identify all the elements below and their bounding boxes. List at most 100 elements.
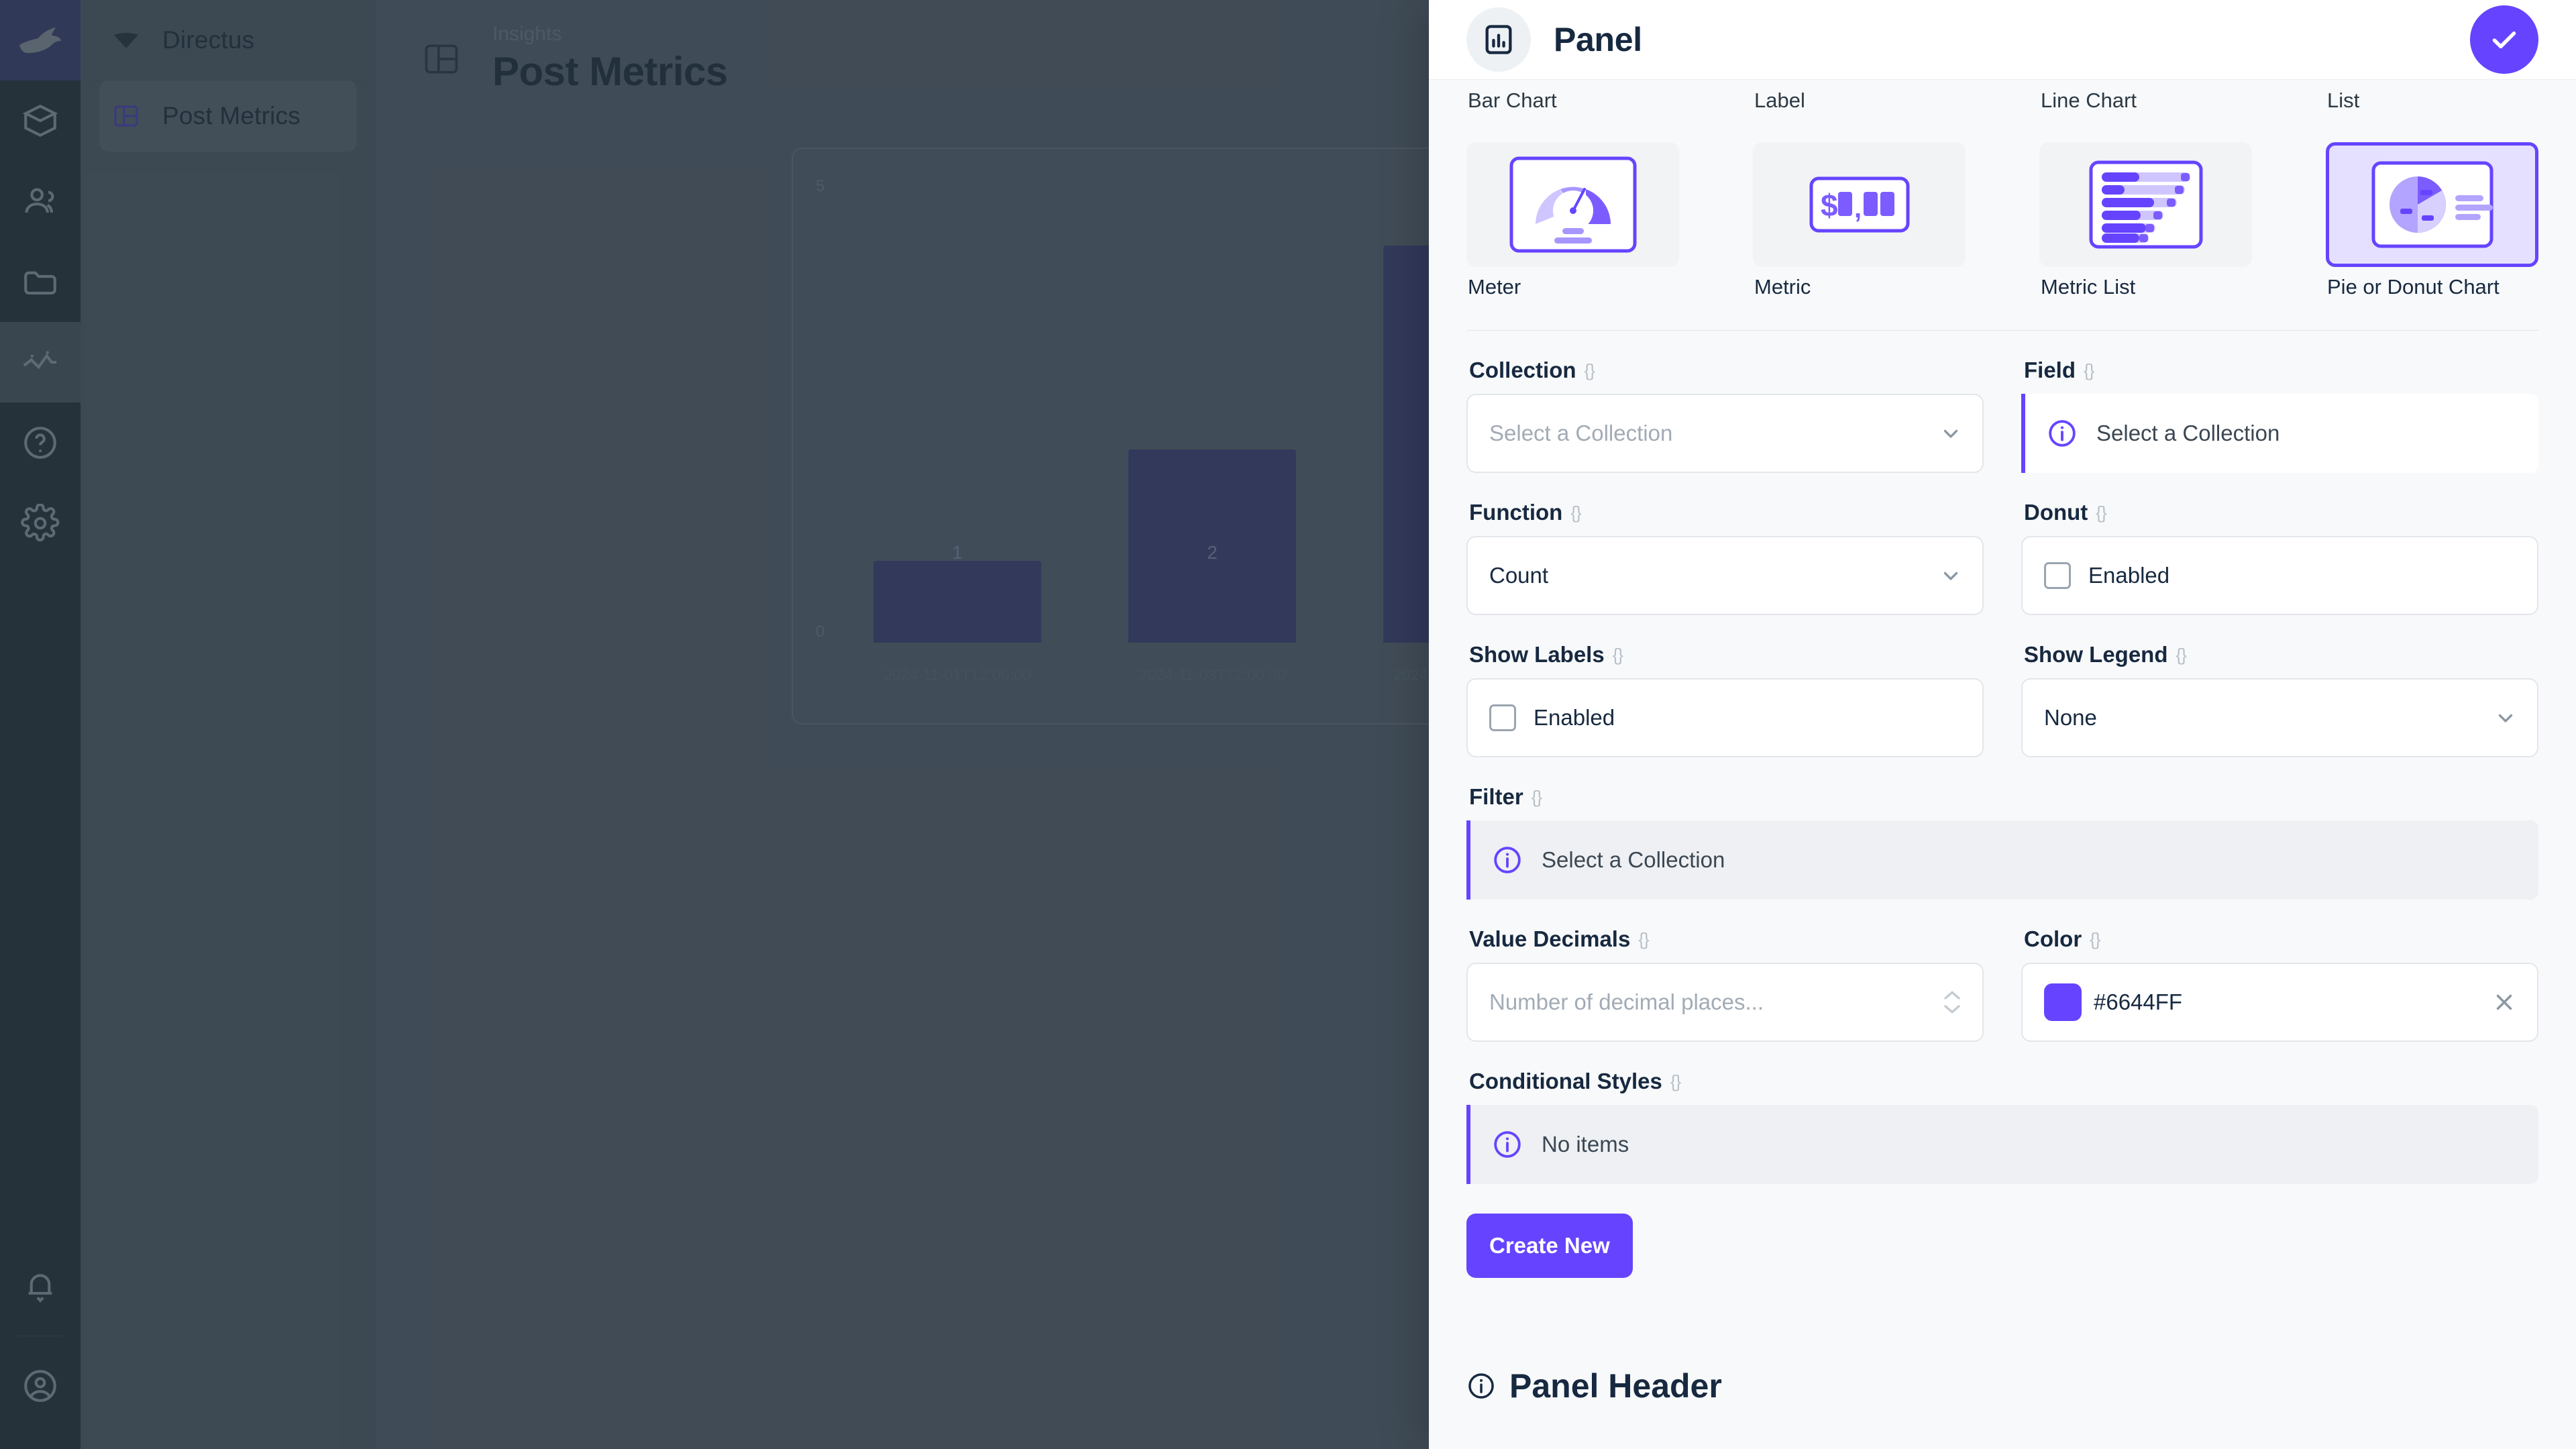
function-select[interactable]: Count — [1466, 536, 1984, 615]
info-icon — [1468, 1373, 1494, 1399]
donut-toggle[interactable]: Enabled — [2021, 536, 2538, 615]
bar-value: 2 — [1207, 542, 1218, 563]
rail-item-files[interactable] — [0, 241, 80, 322]
panel-type-option-metric[interactable]: $ , Metric — [1753, 142, 1966, 299]
field-field: Field {} Select a Collection — [2021, 358, 2538, 500]
show-labels-toggle[interactable]: Enabled — [1466, 678, 1984, 757]
field-label-text: Collection — [1469, 358, 1576, 382]
bar-item[interactable]: 2 — [1128, 449, 1296, 643]
metric-list-thumb[interactable] — [2039, 142, 2252, 267]
page-title: Post Metrics — [492, 49, 728, 94]
field-label: Show Labels {} — [1469, 642, 1984, 667]
show-legend-select-value: None — [2044, 705, 2097, 730]
donut-checkbox-label: Enabled — [2088, 563, 2170, 588]
panel-type-option-meter[interactable]: Meter — [1466, 142, 1679, 299]
panel-type-label: Metric List — [2041, 275, 2136, 299]
save-button[interactable] — [2470, 5, 2538, 74]
drawer-body[interactable]: Bar Chart Label Line Chart List — [1429, 79, 2576, 1449]
braces-icon: {} — [2090, 928, 2100, 949]
metric-list-thumb-art — [2089, 160, 2202, 249]
field-label-text: Show Legend — [2024, 642, 2168, 667]
show-labels-checkbox-row[interactable]: Enabled — [1489, 704, 1615, 731]
function-select-value: Count — [1489, 563, 1549, 588]
info-icon — [1492, 1129, 1523, 1160]
user-avatar-icon — [24, 1370, 56, 1402]
clear-color-button[interactable] — [2491, 989, 2517, 1015]
show-legend-select[interactable]: None — [2021, 678, 2538, 757]
panel-type-picker: Bar Chart Label Line Chart List — [1429, 79, 2576, 299]
insights-activity-icon — [23, 351, 57, 370]
create-new-button[interactable]: Create New — [1466, 1214, 1633, 1278]
filter-notice-text: Select a Collection — [1542, 847, 1725, 872]
chevron-up-icon[interactable] — [1942, 989, 1962, 1001]
panel-type-label-line-chart[interactable]: Line Chart — [2041, 89, 2137, 112]
drawer-scroll-region[interactable]: Bar Chart Label Line Chart List — [1429, 79, 2576, 1449]
field-label: Color {} — [2024, 926, 2538, 952]
panel-type-label: Meter — [1468, 275, 1521, 299]
chevron-down-icon — [1939, 422, 1962, 445]
bar-item[interactable]: 1 — [873, 542, 1041, 643]
panel-type-top-row-labels: Bar Chart Label Line Chart List — [1466, 79, 2538, 113]
panel-type-label-list[interactable]: List — [2327, 89, 2360, 112]
value-decimals-placeholder: Number of decimal places... — [1489, 989, 1764, 1014]
panel-type-grid: Meter $ , — [1466, 142, 2538, 299]
number-stepper[interactable] — [1942, 989, 1962, 1016]
panel-type-option-pie-donut[interactable]: Pie or Donut Chart — [2326, 142, 2538, 299]
value-decimals-input[interactable]: Number of decimal places... — [1466, 963, 1984, 1042]
meter-thumb-art — [1509, 156, 1636, 253]
panel-type-label-bar-chart[interactable]: Bar Chart — [1468, 89, 1557, 112]
meter-gauge-thumb[interactable] — [1466, 142, 1679, 267]
directus-rabbit-logo[interactable] — [0, 0, 80, 80]
rail-item-content[interactable] — [0, 80, 80, 161]
svg-text:,: , — [1854, 194, 1862, 223]
panel-type-label-label[interactable]: Label — [1754, 89, 1805, 112]
notifications-bell-icon — [28, 1274, 52, 1303]
chevron-down-icon[interactable] — [1942, 1004, 1962, 1016]
braces-icon: {} — [1531, 786, 1542, 807]
field-notice: Select a Collection — [2021, 394, 2538, 473]
color-input[interactable]: #6644FF — [2021, 963, 2538, 1042]
field-label-text: Conditional Styles — [1469, 1069, 1662, 1093]
sidebar-item-post-metrics[interactable]: Post Metrics — [99, 80, 357, 152]
braces-icon: {} — [2084, 360, 2094, 380]
field-label-text: Color — [2024, 926, 2082, 951]
close-icon — [2496, 994, 2512, 1010]
breadcrumb[interactable]: Insights — [492, 23, 562, 45]
collection-select-value: Select a Collection — [1489, 421, 1673, 445]
page-title-group: Insights Post Metrics — [492, 23, 728, 95]
field-show-legend: Show Legend {} None — [2021, 642, 2538, 784]
rail-item-notifications[interactable] — [0, 1246, 80, 1326]
color-swatch[interactable] — [2044, 983, 2082, 1021]
check-icon — [2492, 31, 2516, 49]
dashboard-icon — [110, 100, 142, 132]
page-dashboard-icon — [416, 34, 467, 85]
color-value: #6644FF — [2094, 989, 2183, 1014]
pie-donut-thumb[interactable] — [2326, 142, 2538, 267]
rail-item-help[interactable] — [0, 402, 80, 483]
svg-text:$: $ — [1821, 188, 1838, 223]
panel-type-label: Pie or Donut Chart — [2327, 275, 2500, 299]
checkbox-unchecked-icon[interactable] — [2044, 562, 2071, 589]
rail-item-users[interactable] — [0, 161, 80, 241]
donut-checkbox-row[interactable]: Enabled — [2044, 562, 2169, 589]
rail-item-insights[interactable] — [0, 322, 80, 402]
panel-chart-icon — [1466, 7, 1531, 72]
field-label: Donut {} — [2024, 500, 2538, 525]
pie-donut-thumb-art — [2371, 161, 2493, 248]
panel-type-option-metric-list[interactable]: Metric List — [2039, 142, 2252, 299]
metric-currency-thumb[interactable]: $ , — [1753, 142, 1966, 267]
bar: 2 — [1128, 449, 1296, 643]
field-function: Function {} Count — [1466, 500, 1984, 642]
field-show-labels: Show Labels {} Enabled — [1466, 642, 1984, 784]
settings-gear-icon — [21, 504, 60, 542]
field-label-text: Donut — [2024, 500, 2088, 525]
sidebar-item-label: Post Metrics — [162, 102, 301, 129]
field-donut: Donut {} Enabled — [2021, 500, 2538, 642]
main-header: Insights Post Metrics — [376, 0, 2576, 117]
project-switcher[interactable]: Directus — [80, 0, 376, 80]
rail-item-settings[interactable] — [0, 483, 80, 564]
nav-sidebar: Directus Post Metrics — [80, 0, 376, 1449]
collection-select[interactable]: Select a Collection — [1466, 394, 1984, 473]
checkbox-unchecked-icon[interactable] — [1489, 704, 1516, 731]
rail-item-account[interactable] — [0, 1346, 80, 1426]
